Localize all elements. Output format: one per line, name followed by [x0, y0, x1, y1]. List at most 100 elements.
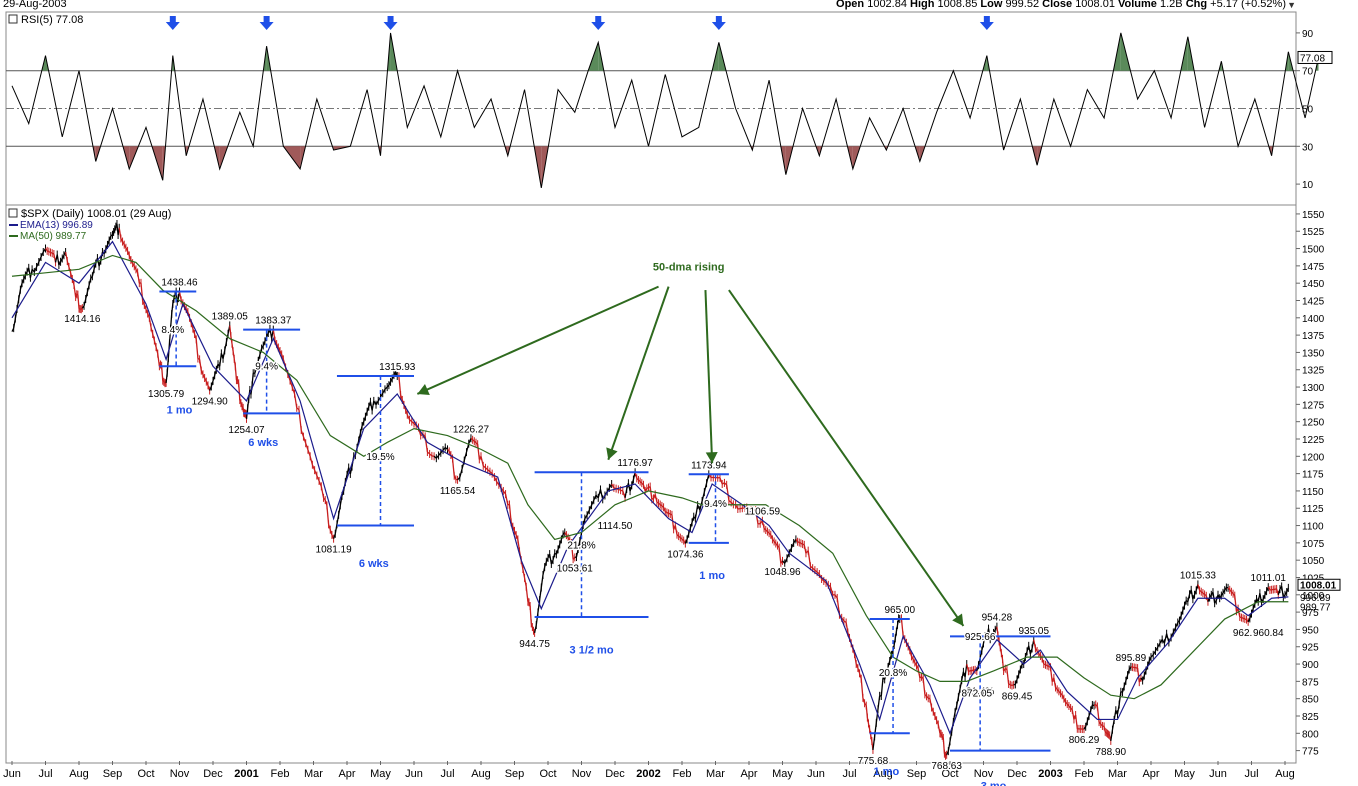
price-point-label: 935.05: [1018, 626, 1049, 637]
header-menu-arrow-icon[interactable]: ▼: [1287, 0, 1296, 10]
price-ytick-label: 1450: [1302, 279, 1325, 290]
ma-arrow-line: [704, 290, 714, 464]
price-ytick-label: 1100: [1302, 522, 1324, 533]
x-tick-label: Sep: [907, 768, 927, 780]
price-ytick-label: 1500: [1302, 245, 1325, 256]
price-ytick-label: 1175: [1302, 470, 1324, 481]
pct-change-label: 21.4%: [966, 687, 994, 698]
price-point-label: 1015.33: [1180, 570, 1217, 581]
duration-label: 3 1/2 mo: [570, 645, 614, 657]
price-point-label: 775.68: [858, 756, 889, 767]
chart-header: 29-Aug-2003 Open 1002.84 High 1008.85 Lo…: [0, 0, 1358, 10]
rsi-panel-icon: [8, 14, 18, 24]
price-point-label: 1074.36: [667, 550, 704, 561]
x-tick-label: Jul: [38, 768, 52, 780]
price-point-label: 768.63: [931, 761, 962, 772]
price-ytick-label: 1525: [1302, 227, 1325, 238]
price-ytick-label: 1250: [1302, 418, 1325, 429]
x-tick-label: Sep: [505, 768, 525, 780]
price-ytick-label: 1550: [1302, 210, 1325, 221]
x-tick-label: Jun: [807, 768, 825, 780]
close-value: 1008.01: [1075, 0, 1115, 10]
x-tick-label: Jun: [405, 768, 423, 780]
x-tick-label: Mar: [1108, 768, 1127, 780]
x-tick-label: Mar: [304, 768, 323, 780]
price-point-label: 1176.97: [617, 458, 653, 469]
high-value: 1008.85: [937, 0, 978, 10]
pct-change-label: 20.8%: [879, 668, 907, 679]
ma-arrow-line: [416, 285, 659, 395]
price-point-label: 1106.59: [745, 507, 781, 518]
high-label: High: [910, 0, 935, 10]
x-tick-label: Jun: [1209, 768, 1227, 780]
rsi-ytick-label: 10: [1302, 180, 1314, 191]
price-ytick-label: 1075: [1302, 539, 1325, 550]
rsi-panel: 10 30 50 70 90 77.08: [6, 16, 1333, 191]
x-tick-label: 2002: [636, 768, 660, 780]
x-tick-label: Jul: [1244, 768, 1258, 780]
x-tick-label: Apr: [740, 768, 757, 780]
x-tick-label: Feb: [1075, 768, 1094, 780]
price-point-label: 1048.96: [764, 567, 801, 578]
price-title: $SPX (Daily) 1008.01 (29 Aug): [21, 208, 171, 220]
price-point-label: 965.00: [884, 605, 915, 616]
duration-label: 1 mo: [699, 570, 725, 582]
rsi-title-group: RSI(5) 77.08: [8, 14, 83, 26]
rsi-signal-arrow-icon: [591, 16, 606, 30]
duration-label: 1 mo: [874, 766, 900, 778]
price-point-label: 1438.46: [161, 277, 198, 288]
pct-change-label: 8.4%: [161, 325, 184, 336]
x-tick-label: Jun: [3, 768, 21, 780]
price-point-label: 1173.94: [691, 460, 727, 471]
x-tick-label: Oct: [137, 768, 154, 780]
price-ytick-label: 1400: [1302, 314, 1325, 325]
price-panel-icon: [8, 208, 18, 218]
open-value: 1002.84: [867, 0, 907, 10]
price-ytick-label: 950: [1302, 625, 1319, 636]
price-point-label: 1165.54: [440, 486, 476, 497]
x-tick-label: May: [772, 768, 793, 780]
ma-arrow-line: [607, 286, 670, 461]
price-ytick-label: 1125: [1302, 504, 1324, 515]
price-ytick-label: 1300: [1302, 383, 1325, 394]
duration-label: 6 wks: [359, 558, 389, 570]
x-tick-label: Jul: [842, 768, 856, 780]
price-ytick-label: 875: [1302, 677, 1319, 688]
price-ytick-label: 975: [1302, 608, 1319, 619]
price-point-label: 895.89: [1116, 653, 1147, 664]
low-label: Low: [980, 0, 1003, 10]
x-tick-label: Nov: [170, 768, 190, 780]
price-ytick-label: 1375: [1302, 331, 1325, 342]
x-tick-label: Nov: [974, 768, 994, 780]
x-tick-label: May: [370, 768, 391, 780]
price-ytick-label: 1475: [1302, 262, 1325, 273]
price-point-label: 788.90: [1096, 747, 1127, 758]
rsi-ytick-label: 50: [1302, 105, 1314, 116]
x-tick-label: Jul: [440, 768, 454, 780]
x-tick-label: May: [1174, 768, 1195, 780]
volume-label: Volume: [1118, 0, 1157, 10]
low-value: 999.52: [1005, 0, 1040, 10]
price-point-label: 1254.07: [228, 425, 265, 436]
close-value-box: [1297, 578, 1341, 591]
price-ytick-label: 1200: [1302, 452, 1325, 463]
chg-value: +5.17 (+0.52%): [1210, 0, 1286, 10]
price-point-label: 869.45: [1002, 692, 1033, 703]
price-ytick-label: 1425: [1302, 296, 1325, 307]
price-point-label: 872.05: [962, 689, 993, 700]
price-ytick-label: 900: [1302, 660, 1319, 671]
price-point-label: 954.28: [982, 613, 1013, 624]
price-point-label: 1081.19: [316, 545, 353, 556]
x-tick-label: Nov: [572, 768, 592, 780]
ema13-line: [11, 240, 1289, 735]
price-title-group: $SPX (Daily) 1008.01 (29 Aug) EMA(13) 99…: [8, 208, 171, 242]
price-point-label: 1294.90: [192, 397, 229, 408]
rsi-ytick-label: 90: [1302, 29, 1314, 40]
price-ytick-label: 1325: [1302, 366, 1325, 377]
x-tick-label: Oct: [941, 768, 958, 780]
price-ytick-label: 1350: [1302, 348, 1325, 359]
x-tick-label: Sep: [103, 768, 123, 780]
current-value-label: 1008.01: [1300, 580, 1337, 591]
x-tick-label: Aug: [873, 768, 893, 780]
